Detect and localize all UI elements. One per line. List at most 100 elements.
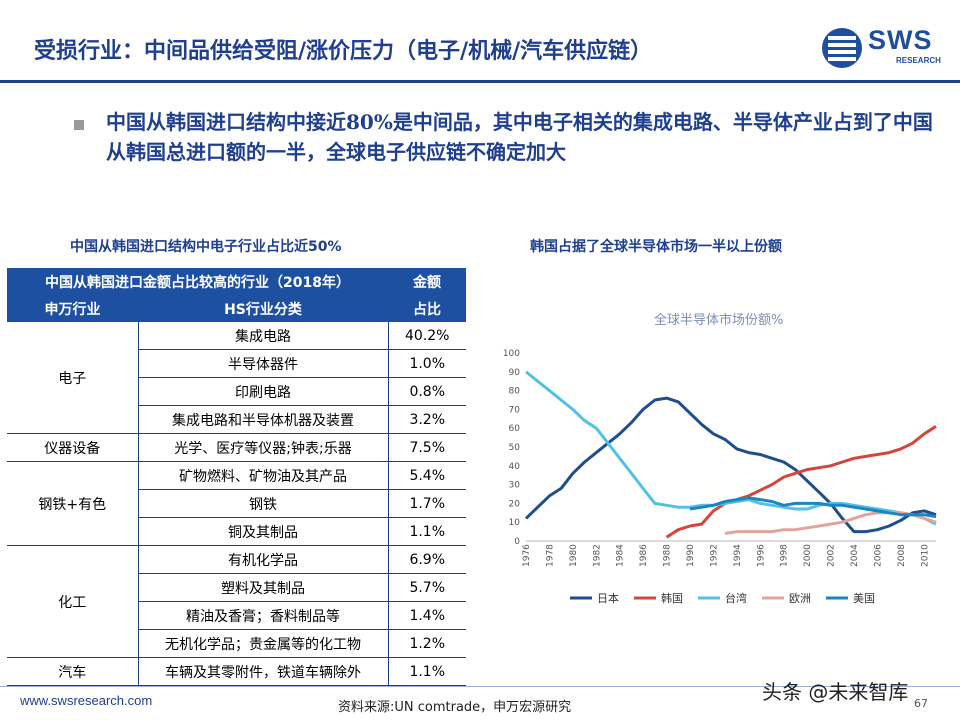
chart-title: 全球半导体市场份额% [654,312,783,328]
y-tick-label: 50 [509,443,521,453]
share-cell: 1.7% [387,489,466,518]
x-tick-label: 2002 [827,544,837,567]
series-line-2 [525,370,937,526]
x-tick-label: 1986 [639,544,649,567]
share-cell: 0.8% [387,377,466,406]
share-cell: 3.2% [387,405,466,434]
semiconductor-share-chart: 全球半导体市场份额% 0 10 20 30 40 50 60 70 80 90 100 1976 1978… [494,297,954,620]
table-row: 印刷电路 0.8% [7,377,466,406]
table-row: 电子 集成电路 40.2% [7,322,466,434]
hs-category-cell: 矿物燃料、矿物油及其产品 [138,461,388,490]
logo-text: SWS [868,25,933,55]
hs-category-cell: 精油及香膏；香料制品等 [138,601,388,630]
table-row: 半导体器件 1.0% [7,349,466,378]
page-title: 受损行业：中间品供给受阻/涨价压力（电子/机械/汽车供应链） [34,38,653,64]
footer-url: www.swsresearch.com [20,693,153,708]
table-row: 钢铁 1.7% [7,489,466,518]
share-cell: 1.4% [387,601,466,630]
hs-category-cell: 钢铁 [138,489,388,518]
hs-category-cell: 铜及其制品 [138,517,388,546]
x-tick-label: 1982 [592,544,602,567]
table-row: 化工 有机化学品 6.9% [7,545,466,658]
y-tick-label: 80 [509,387,521,397]
table-row: 仪器设备 光学、医疗等仪器;钟表;乐器 7.5% [7,433,466,462]
y-tick-label: 30 [509,481,521,491]
right-panel-title: 韩国占据了全球半导体市场一半以上份额 [530,239,782,255]
table-row: 无机化学品；贵金属等的化工物 1.2% [7,629,466,658]
y-tick-label: 10 [509,518,521,528]
industry-group-cell: 电子 [7,322,139,434]
y-tick-label: 20 [509,499,521,509]
series-line-0 [524,396,937,534]
import-structure-table: 中国从韩国进口金额占比较高的行业（2018年） 金额 申万行业 HS行业分类 占… [7,268,466,686]
legend-label: 日本 [597,591,619,605]
share-cell: 7.5% [387,433,466,462]
x-tick-label: 1996 [756,544,766,567]
series-line-4 [689,496,937,519]
watermark: 头条 @未来智库 [762,680,909,704]
table-row: 铜及其制品 1.1% [7,517,466,546]
hs-category-cell: 光学、医疗等仪器;钟表;乐器 [138,433,388,462]
sws-logo-mark-icon [822,28,862,68]
sws-logo: SWS RESEARCH [822,25,942,74]
x-tick-label: 2004 [850,544,860,567]
x-tick-label: 1976 [522,544,532,567]
series-line-1 [665,425,937,539]
legend-label: 韩国 [661,591,683,605]
x-tick-label: 1978 [545,544,555,567]
industry-group-cell: 汽车 [7,657,139,686]
table-row: 集成电路和半导体机器及装置 3.2% [7,405,466,434]
y-tick-label: 0 [514,537,520,547]
y-tick-label: 70 [509,405,521,415]
table-row: 塑料及其制品 5.7% [7,573,466,602]
y-tick-label: 100 [503,349,520,359]
hs-category-cell: 无机化学品；贵金属等的化工物 [138,629,388,658]
y-tick-label: 90 [509,368,521,378]
hs-category-cell: 集成电路 [138,322,388,350]
hs-category-cell: 有机化学品 [138,545,388,574]
share-cell: 5.4% [387,461,466,490]
share-cell: 40.2% [387,322,466,350]
x-tick-label: 1992 [709,544,719,567]
x-tick-label: 1988 [663,544,673,567]
chart-svg: 全球半导体市场份额% 0 10 20 30 40 50 60 70 80 90 100 1976 1978… [503,312,937,605]
table-row: 汽车 车辆及其零附件，铁道车辆除外 1.1% [7,657,466,686]
x-tick-label: 2006 [873,544,883,567]
x-tick-label: 1990 [686,544,696,567]
table-header-hs-category: HS行业分类 [138,295,388,322]
logo-subtext: RESEARCH [896,56,941,65]
hs-category-cell: 半导体器件 [138,349,388,378]
table-header-share: 占比 [388,295,466,322]
x-tick-label: 2010 [920,544,930,567]
table-row: 精油及香膏；香料制品等 1.4% [7,601,466,630]
page-number: 67 [914,697,928,710]
footer-divider [0,686,960,687]
share-cell: 5.7% [387,573,466,602]
industry-group-cell: 仪器设备 [7,433,139,462]
source-note: 资料来源:UN comtrade，申万宏源研究 [338,700,572,715]
legend-label: 台湾 [725,591,747,605]
left-panel-title: 中国从韩国进口结构中电子行业占比近50% [70,239,342,255]
header-divider [0,80,960,83]
x-tick-label: 1980 [569,544,579,567]
legend-label: 美国 [853,592,875,605]
x-tick-label: 1984 [616,544,626,567]
industry-group-cell: 化工 [7,545,139,658]
bullet-text: 中国从韩国进口结构中接近80%是中间品，其中电子相关的集成电路、半导体产业占到了… [106,110,933,164]
hs-category-cell: 车辆及其零附件，铁道车辆除外 [138,657,388,686]
share-cell: 1.1% [387,657,466,686]
x-tick-label: 2008 [897,544,907,567]
bullet-square-icon [74,120,84,130]
share-cell: 1.2% [387,629,466,658]
share-cell: 6.9% [387,545,466,574]
x-tick-label: 1994 [733,544,743,567]
y-tick-label: 60 [509,424,521,434]
industry-group-cell: 钢铁+有色 [7,461,139,546]
table-header-title: 中国从韩国进口金额占比较高的行业（2018年） [7,268,388,295]
table-header-amount: 金额 [388,268,466,295]
hs-category-cell: 集成电路和半导体机器及装置 [138,405,388,434]
x-tick-label: 2000 [803,544,813,567]
x-tick-label: 1998 [780,544,790,567]
hs-category-cell: 塑料及其制品 [138,573,388,602]
share-cell: 1.0% [387,349,466,378]
